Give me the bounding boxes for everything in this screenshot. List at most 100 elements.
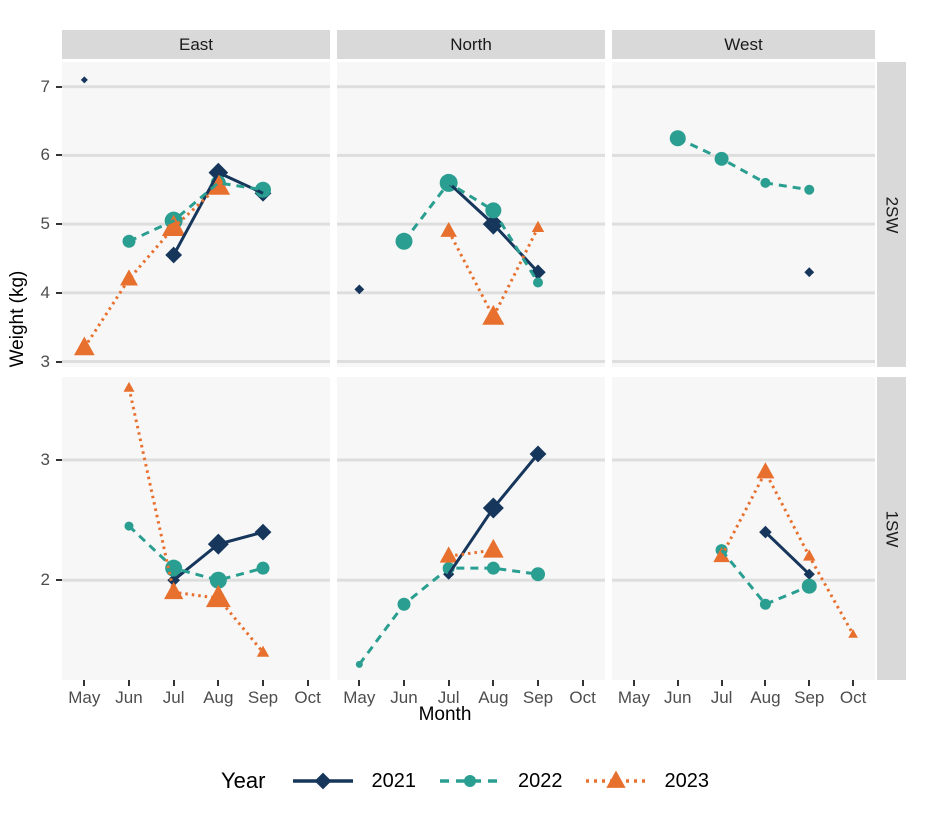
line-2023 bbox=[83, 185, 220, 349]
point-2022-circle bbox=[533, 277, 543, 288]
facet-strip-2sw: 2SW bbox=[877, 62, 906, 367]
y-tick-mark bbox=[56, 85, 62, 88]
gridline bbox=[337, 578, 605, 582]
panel-West-1SW bbox=[612, 377, 875, 680]
gridline bbox=[612, 153, 875, 157]
y-tick-mark bbox=[56, 458, 62, 461]
x-tick-mark bbox=[306, 680, 309, 686]
facet-strip-west: West bbox=[612, 30, 875, 59]
legend-key-2022-circle-icon bbox=[439, 775, 500, 787]
line-2023 bbox=[448, 548, 494, 558]
gridline bbox=[337, 153, 605, 157]
gridline bbox=[62, 458, 330, 462]
gridline bbox=[62, 291, 330, 295]
line-2023 bbox=[720, 468, 855, 636]
legend-item-2021: 2021 bbox=[291, 767, 416, 795]
x-tick-mark bbox=[447, 680, 450, 686]
y-tick-label: 5 bbox=[40, 214, 50, 234]
gridline bbox=[612, 222, 875, 226]
x-tick-mark bbox=[83, 680, 86, 686]
line-2022 bbox=[720, 549, 810, 607]
x-tick-mark bbox=[128, 680, 130, 686]
facet-strip-label: 2SW bbox=[882, 196, 902, 233]
legend: Year 2021 2022 2023 bbox=[0, 758, 930, 804]
x-tick-label: May bbox=[617, 688, 650, 707]
facet-strip-label: West bbox=[724, 34, 763, 54]
legend-label: 2023 bbox=[664, 769, 709, 792]
gridline bbox=[337, 360, 605, 364]
legend-key-2023-triangle-icon bbox=[586, 770, 647, 788]
point-2022-circle bbox=[486, 561, 500, 575]
x-tick-label: Jun bbox=[664, 688, 692, 707]
x-tick-label: May bbox=[343, 688, 376, 707]
x-tick-label: Aug bbox=[750, 688, 781, 707]
x-tick-label: Aug bbox=[203, 688, 234, 707]
point-2023-triangle bbox=[123, 381, 135, 392]
gridline bbox=[612, 85, 875, 89]
line-2021 bbox=[172, 530, 264, 582]
gridline bbox=[62, 578, 330, 582]
gridline bbox=[62, 153, 330, 157]
facet-strip-east: East bbox=[62, 30, 330, 59]
x-tick-mark bbox=[808, 680, 811, 686]
line-2022 bbox=[128, 181, 264, 243]
x-axis-title: Month bbox=[418, 704, 472, 725]
x-tick-mark bbox=[720, 680, 723, 686]
x-tick-mark bbox=[217, 680, 220, 686]
x-tick-label: Jul bbox=[437, 688, 460, 707]
y-tick-label: 3 bbox=[40, 449, 50, 469]
point-2021-diamond bbox=[354, 284, 365, 295]
point-2023-triangle bbox=[848, 629, 858, 638]
line-2021 bbox=[172, 170, 264, 256]
x-tick-label: Oct bbox=[839, 688, 867, 707]
y-tick-mark bbox=[56, 360, 62, 363]
point-2023-triangle bbox=[205, 584, 231, 608]
panel-East-1SW bbox=[62, 377, 330, 680]
line-2022 bbox=[358, 566, 539, 666]
x-tick-label: Oct bbox=[569, 688, 596, 707]
x-tick-mark bbox=[581, 680, 584, 686]
y-tick-label: 3 bbox=[40, 351, 50, 371]
point-2023-triangle bbox=[120, 269, 138, 286]
x-tick-label: Jun bbox=[390, 688, 418, 707]
line-2023 bbox=[127, 387, 265, 654]
line-2022 bbox=[677, 136, 810, 192]
facet-strip-1sw: 1SW bbox=[877, 377, 906, 680]
point-2023-triangle bbox=[161, 214, 186, 236]
x-tick-mark bbox=[403, 680, 405, 686]
x-tick-mark bbox=[492, 680, 495, 686]
facet-strip-label: 1SW bbox=[882, 510, 902, 547]
gridline bbox=[612, 291, 875, 295]
gridline bbox=[337, 222, 605, 226]
gridline bbox=[62, 222, 330, 226]
x-tick-mark bbox=[632, 680, 635, 686]
point-2021-diamond bbox=[80, 76, 88, 84]
x-tick-mark bbox=[764, 680, 767, 686]
point-2022-circle bbox=[531, 567, 545, 582]
panel-East-2SW bbox=[62, 62, 330, 367]
facet-strip-label: North bbox=[450, 34, 492, 54]
x-tick-mark bbox=[676, 680, 679, 686]
y-tick-label: 2 bbox=[40, 570, 50, 590]
y-axis-title: Weight (kg) bbox=[7, 270, 28, 368]
gridline bbox=[62, 360, 330, 364]
legend-item-2023: 2023 bbox=[584, 767, 709, 795]
point-2021-diamond bbox=[315, 772, 332, 790]
gridline bbox=[612, 360, 875, 364]
gridline bbox=[612, 458, 875, 462]
x-tick-mark bbox=[852, 680, 855, 686]
gridline bbox=[337, 458, 605, 462]
x-tick-mark bbox=[358, 680, 361, 686]
x-tick-mark bbox=[262, 680, 264, 686]
y-tick-mark bbox=[56, 223, 62, 226]
y-tick-label: 6 bbox=[40, 145, 50, 165]
facet-strip-north: North bbox=[337, 30, 605, 59]
point-2022-circle bbox=[256, 561, 270, 575]
point-2021-diamond bbox=[804, 267, 815, 278]
point-2023-triangle bbox=[440, 221, 457, 237]
panel-North-2SW bbox=[337, 62, 605, 367]
point-2022-circle bbox=[485, 202, 502, 219]
line-2022 bbox=[127, 525, 264, 582]
point-2022-circle bbox=[255, 181, 271, 198]
